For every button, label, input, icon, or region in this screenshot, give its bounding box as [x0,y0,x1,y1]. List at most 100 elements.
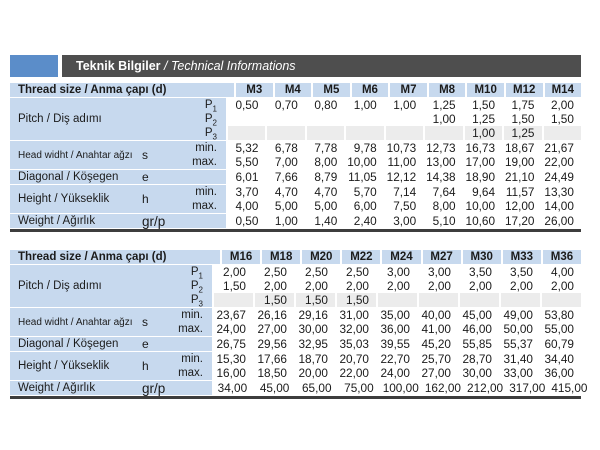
dimension-symbol: e [142,170,149,184]
data-cell: 9,64 [464,185,503,199]
sub-row-label: max. [192,156,217,168]
data-cell [267,126,305,140]
row-group-label: Head widht / Anahtar ağzı s min. max. [10,308,212,336]
column-header-m10: M10 [467,83,504,97]
data-cell: 41,00 [419,322,458,336]
data-cell: 26,00 [543,214,581,228]
data-cell: 100,00 [382,381,423,395]
data-cell: 30,00 [296,322,335,336]
data-cell: 6,78 [267,141,305,155]
sub-row-label: min. [181,353,203,365]
row-label-text: Diagonal / Köşegen [18,171,119,183]
data-cell: 23,67 [214,308,253,322]
row-group: Pitch / Diş adımı P1 P2 P3 2,00 2,50 2,50 2,50 3… [10,265,581,308]
section-title-bar: Teknik Bilgiler / Technical Informations [10,55,581,77]
data-cell: 3,50 [501,265,540,279]
data-cell: 1,50 [543,112,581,126]
data-cell: 0,70 [267,98,305,112]
data-cell: 2,00 [378,279,417,293]
column-header-m20: M20 [302,250,341,264]
data-cell: 2,00 [460,279,499,293]
data-cell: 16,73 [464,141,503,155]
data-cell: 162,00 [424,381,466,395]
data-cell: 17,66 [255,352,294,366]
data-cell: 10,60 [464,214,503,228]
data-cell: 212,00 [467,381,508,395]
data-cell: 36,00 [542,366,581,380]
row-group-label: Height / Yükseklik h min. max. [10,352,212,380]
data-cell: 5,50 [228,155,266,169]
row-group: Diagonal / Köşegen e 26,75 29,56 32,95 35,03 3… [10,337,581,351]
sub-row-label [171,170,226,184]
data-cell: 24,00 [214,322,253,336]
data-cell: 29,56 [255,337,294,351]
table-row: 26,75 29,56 32,95 35,03 39,55 45,20 55,85 55,37… [212,337,581,351]
data-cell: 29,16 [296,308,335,322]
row-label-text: Diagonal / Köşegen [18,338,119,350]
data-cell: 7,66 [267,170,305,184]
data-cell: 1,00 [267,214,305,228]
data-cell: 20,00 [296,366,335,380]
row-label-text: Height / Yükseklik [18,360,110,372]
title-english: / Technical Informations [164,59,296,73]
data-cell: 39,55 [378,337,417,351]
data-cell: 2,50 [337,265,376,279]
column-header-m36: M36 [542,250,581,264]
data-cell: 49,00 [501,308,540,322]
data-cell: 12,12 [385,170,424,184]
column-header-m3: M3 [236,83,273,97]
data-cell [228,126,266,140]
table-row: 5,50 7,00 8,00 10,00 11,00 13,00 17,00 19,00 22,… [226,155,581,169]
data-cell: 0,50 [228,98,266,112]
row-group-label: Pitch / Diş adımı P1 P2 P3 [10,265,212,308]
data-cell: 34,40 [542,352,581,366]
data-cell: 45,00 [460,308,499,322]
row-group-label: Height / Yükseklik h min. max. [10,185,226,213]
row-group: Pitch / Diş adımı P1 P2 P3 0,50 0,70 0,80 1,00 1… [10,98,581,141]
sub-row-label: min. [195,142,217,154]
data-cell [385,112,424,126]
data-cell: 1,25 [504,126,542,140]
data-cell: 22,00 [337,366,376,380]
data-cell: 2,00 [501,279,540,293]
data-cell: 60,79 [542,337,581,351]
data-cell: 36,00 [378,322,417,336]
sub-row-label: max. [178,323,203,335]
data-cell: 2,50 [255,265,294,279]
data-cell: 55,00 [542,322,581,336]
sub-row-label: P1 [204,99,217,114]
data-cell: 1,00 [425,112,463,126]
column-header-m5: M5 [313,83,350,97]
dimension-symbol: h [142,359,149,373]
row-group-label: Head widht / Anahtar ağzı s min. max. [10,141,226,169]
data-cell: 3,00 [419,265,458,279]
data-cell: 25,70 [419,352,458,366]
table-row: 0,50 1,00 1,40 2,40 3,00 5,10 10,60 17,20 26,00 [226,214,581,228]
data-cell: 8,79 [306,170,345,184]
table-row: 1,00 1,25 [226,126,581,140]
data-cell: 13,30 [543,185,581,199]
data-cell: 4,70 [267,185,305,199]
data-cell: 0,80 [306,98,345,112]
data-cell [378,293,417,307]
data-cell: 1,75 [504,98,542,112]
data-cell: 27,00 [419,366,458,380]
column-header-m33: M33 [502,250,541,264]
data-cell: 7,78 [306,141,345,155]
data-cell: 2,00 [296,279,335,293]
data-cell: 7,14 [385,185,424,199]
dimension-symbol: gr/p [142,213,166,229]
row-group-label: Diagonal / Köşegen e [10,337,212,351]
data-cell: 6,01 [228,170,266,184]
thread-size-label: Thread size / Anma çapı (d) [10,83,234,97]
accent-block [10,55,58,77]
data-cell: 6,00 [346,199,384,213]
sub-row-label [157,381,212,395]
table-row: 15,30 17,66 18,70 20,70 22,70 25,70 28,70 31,40… [212,352,581,366]
data-cell: 26,16 [255,308,294,322]
data-cell: 3,70 [228,185,266,199]
data-cell: 18,50 [255,366,294,380]
data-cell: 10,00 [464,199,503,213]
data-cell: 31,40 [501,352,540,366]
data-cell: 11,00 [385,155,424,169]
